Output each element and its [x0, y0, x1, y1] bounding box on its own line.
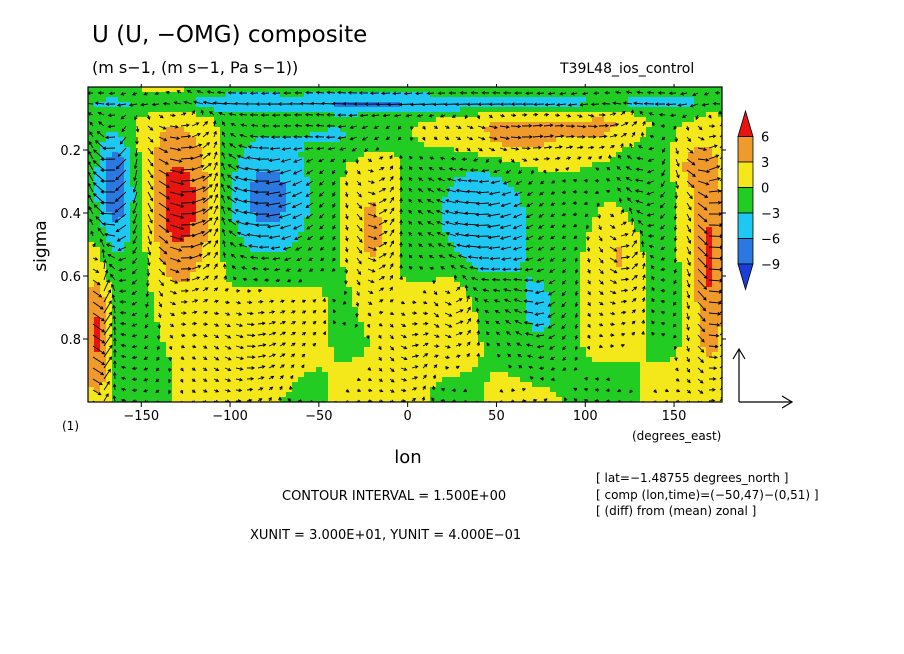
colorbar-swatch [737, 136, 754, 163]
y-tick-label: 0.6 [60, 270, 81, 285]
x-tick-label: −150 [123, 409, 159, 424]
colorbar-swatch [737, 161, 754, 188]
colorbar-label: 6 [761, 131, 769, 146]
shaded-field [88, 87, 722, 402]
colorbar: 6 3 0 −3 −6 −9 [737, 109, 780, 291]
y-axis: 0.2 0.4 0.6 0.8 [60, 144, 726, 348]
contour-interval: CONTOUR INTERVAL = 1.500E+00 [282, 489, 507, 504]
y-tick-label: 0.8 [60, 333, 81, 348]
x-tick-label: 50 [488, 409, 505, 424]
colorbar-label: 3 [761, 156, 769, 171]
x-tick-label: 150 [662, 409, 687, 424]
colorbar-swatch [737, 212, 754, 239]
reference-vector-x-head [781, 395, 794, 409]
colorbar-swatch [737, 187, 754, 214]
info-difference: [ (diff) from (mean) zonal ] [596, 504, 757, 518]
x-axis-unit: (degrees_east) [632, 429, 721, 443]
reference-vector-y-head [732, 347, 746, 360]
colorbar-label: −9 [761, 258, 780, 273]
y-tick-label: 0.2 [60, 144, 81, 159]
x-axis-label: lon [394, 447, 421, 468]
colorbar-swatch [737, 109, 754, 137]
colorbar-label: 0 [761, 182, 769, 197]
vector-arrows [88, 89, 722, 402]
info-latitude: [ lat=−1.48755 degrees_north ] [596, 471, 789, 485]
chart-units: (m s−1, (m s−1, Pa s−1)) [92, 58, 299, 77]
x-tick-label: −100 [212, 409, 248, 424]
chart-title: U (U, −OMG) composite [92, 22, 368, 48]
y-axis-label: sigma [31, 220, 51, 271]
y-tick-label: 0.4 [60, 207, 81, 222]
x-tick-label: −50 [305, 409, 332, 424]
x-tick-label: 0 [404, 409, 412, 424]
colorbar-label: −6 [761, 233, 780, 248]
x-tick-label: 100 [573, 409, 598, 424]
x-axis: −150 −100 −50 0 50 100 150 [123, 84, 686, 424]
colorbar-label: −3 [761, 207, 780, 222]
info-composite: [ comp (lon,time)=(−50,47)−(0,51) ] [596, 488, 819, 502]
colorbar-swatch [737, 263, 754, 291]
reference-vector [732, 347, 794, 409]
colorbar-swatch [737, 238, 754, 265]
vector-units: XUNIT = 3.000E+01, YUNIT = 4.000E−01 [250, 528, 522, 543]
run-id: T39L48_ios_control [560, 61, 695, 77]
plot-frame [87, 86, 723, 403]
panel-label: (1) [62, 419, 79, 433]
